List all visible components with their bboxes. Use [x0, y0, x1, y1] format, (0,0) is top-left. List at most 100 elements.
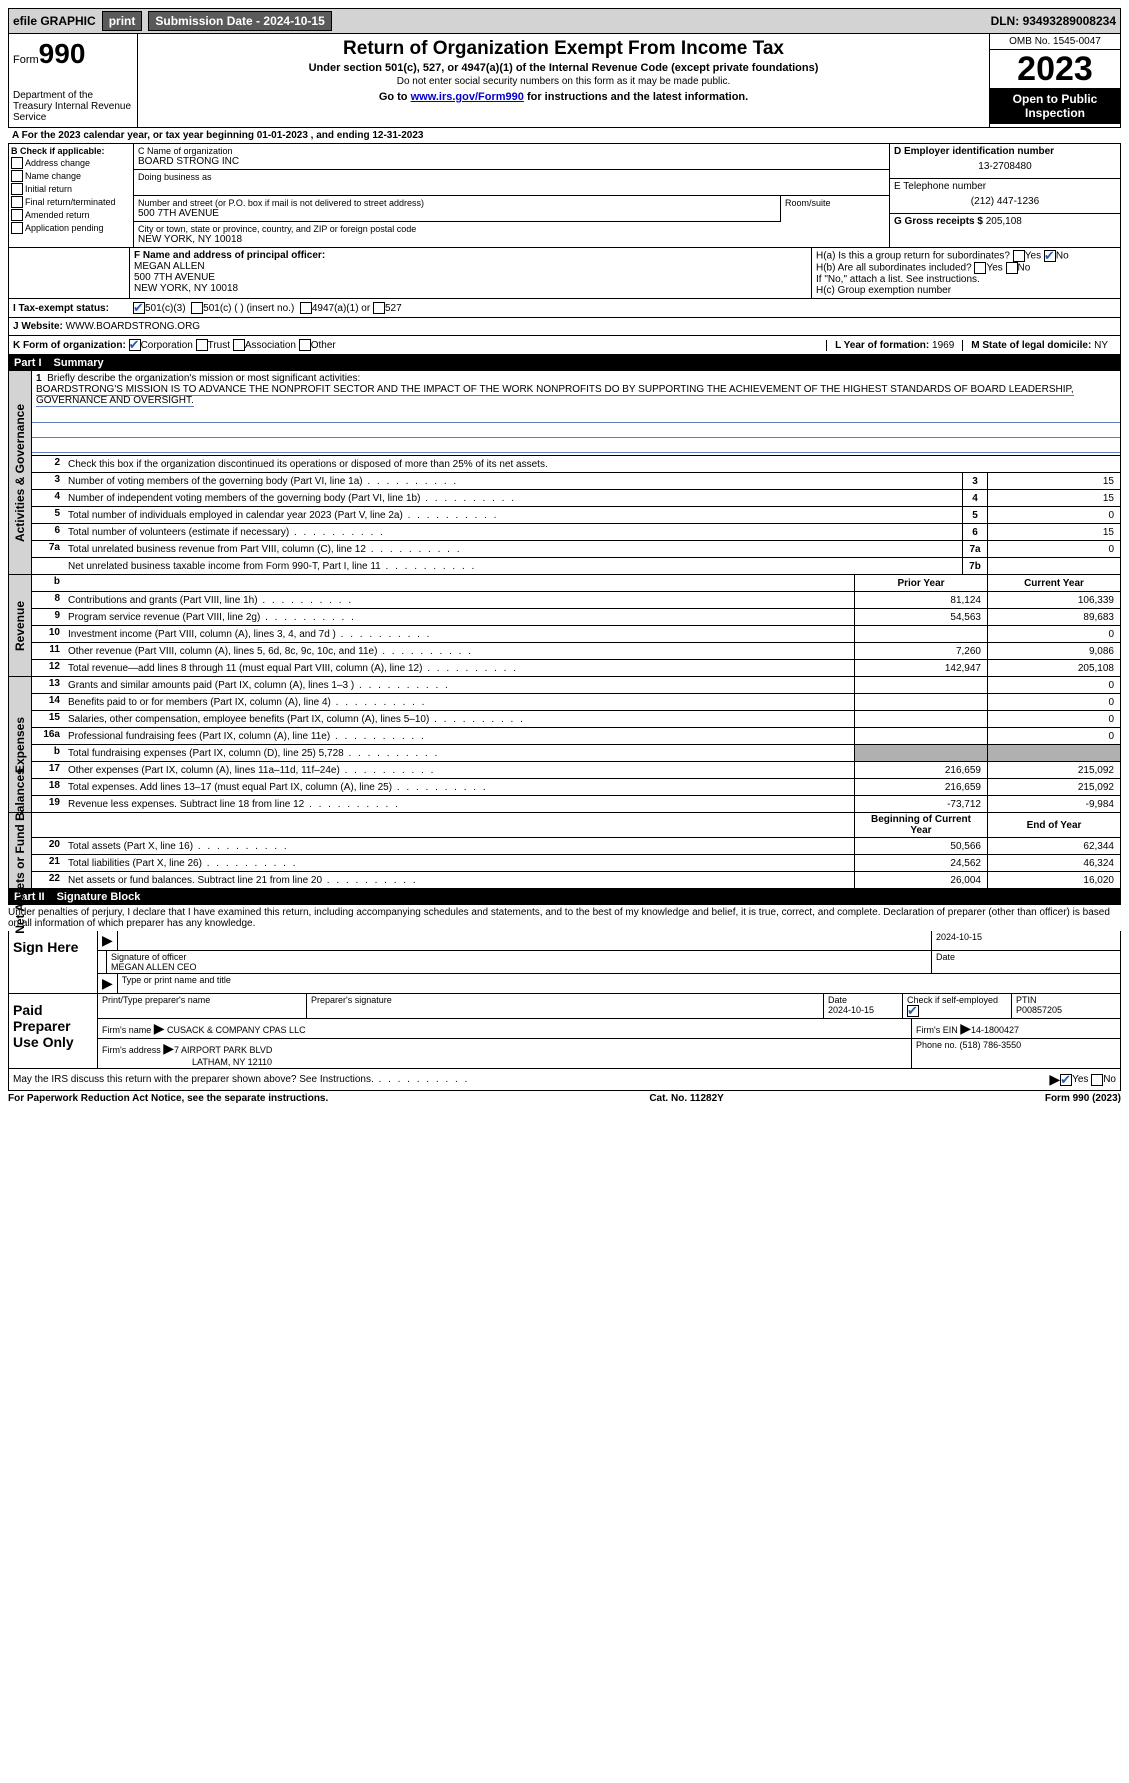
- line-12: 12 Total revenue—add lines 8 through 11 …: [32, 660, 1120, 676]
- line-18: 18 Total expenses. Add lines 13–17 (must…: [32, 779, 1120, 796]
- officer-name: MEGAN ALLEN: [134, 261, 807, 272]
- submission-date: Submission Date - 2024-10-15: [148, 11, 331, 31]
- association-checkbox[interactable]: [233, 339, 245, 351]
- line-15: 15 Salaries, other compensation, employe…: [32, 711, 1120, 728]
- discuss-no-checkbox[interactable]: [1091, 1074, 1103, 1086]
- 501c3-checkbox[interactable]: [133, 302, 145, 314]
- print-button[interactable]: print: [102, 11, 143, 31]
- a-line: A For the 2023 calendar year, or tax yea…: [8, 128, 1121, 144]
- line-9: 9 Program service revenue (Part VIII, li…: [32, 609, 1120, 626]
- ptin: P00857205: [1016, 1005, 1062, 1015]
- name-change-checkbox[interactable]: [11, 170, 23, 182]
- year-formation: 1969: [932, 340, 954, 351]
- form-subtitle: Under section 501(c), 527, or 4947(a)(1)…: [142, 62, 985, 74]
- firm-name: CUSACK & COMPANY CPAS LLC: [167, 1025, 306, 1035]
- self-employed-checkbox[interactable]: [907, 1005, 919, 1017]
- sign-here-section: Sign Here ▶ 2024-10-15 Signature of offi…: [8, 931, 1121, 994]
- line-19: 19 Revenue less expenses. Subtract line …: [32, 796, 1120, 812]
- line-22: 22 Net assets or fund balances. Subtract…: [32, 872, 1120, 888]
- firm-address-1: 7 AIRPORT PARK BLVD: [174, 1045, 272, 1055]
- form-number: 990: [39, 38, 86, 69]
- line-7a: 7a Total unrelated business revenue from…: [32, 541, 1120, 558]
- line-7b: Net unrelated business taxable income fr…: [32, 558, 1120, 574]
- form-header: Form990 Department of the Treasury Inter…: [8, 34, 1121, 128]
- gross-receipts: 205,108: [986, 216, 1022, 227]
- preparer-date: 2024-10-15: [828, 1005, 874, 1015]
- address-change-checkbox[interactable]: [11, 157, 23, 169]
- dba-label: Doing business as: [138, 172, 885, 182]
- org-name: BOARD STRONG INC: [138, 156, 885, 167]
- other-checkbox[interactable]: [299, 339, 311, 351]
- goto-text: Go to www.irs.gov/Form990 for instructio…: [142, 91, 985, 103]
- ha-yes-checkbox[interactable]: [1013, 250, 1025, 262]
- governance-section: Activities & Governance 1 Briefly descri…: [8, 371, 1121, 575]
- line-8: 8 Contributions and grants (Part VIII, l…: [32, 592, 1120, 609]
- section-f-h: F Name and address of principal officer:…: [8, 248, 1121, 299]
- trust-checkbox[interactable]: [196, 339, 208, 351]
- line-6: 6 Total number of volunteers (estimate i…: [32, 524, 1120, 541]
- hc-group-exemption: H(c) Group exemption number: [816, 285, 1116, 296]
- corporation-checkbox[interactable]: [129, 339, 141, 351]
- ha-no-checkbox[interactable]: [1044, 250, 1056, 262]
- mission-text: BOARDSTRONG'S MISSION IS TO ADVANCE THE …: [36, 384, 1074, 407]
- revenue-section: Revenue bPrior YearCurrent Year 8 Contri…: [8, 575, 1121, 677]
- line-4: 4 Number of independent voting members o…: [32, 490, 1120, 507]
- line-21: 21 Total liabilities (Part X, line 26) 2…: [32, 855, 1120, 872]
- sign-date: 2024-10-15: [932, 931, 1120, 950]
- initial-return-checkbox[interactable]: [11, 183, 23, 195]
- irs-link[interactable]: www.irs.gov/Form990: [411, 91, 524, 103]
- section-b-c-d: B Check if applicable: Address change Na…: [8, 144, 1121, 248]
- line-20: 20 Total assets (Part X, line 16) 50,566…: [32, 838, 1120, 855]
- line-13: 13 Grants and similar amounts paid (Part…: [32, 677, 1120, 694]
- officer-city: NEW YORK, NY 10018: [134, 283, 807, 294]
- footer: For Paperwork Reduction Act Notice, see …: [8, 1091, 1121, 1106]
- telephone: (212) 447-1236: [894, 192, 1116, 211]
- firm-ein: 14-1800427: [971, 1025, 1019, 1035]
- hb-no-checkbox[interactable]: [1006, 262, 1018, 274]
- line-11: 11 Other revenue (Part VIII, column (A),…: [32, 643, 1120, 660]
- line-b: b Total fundraising expenses (Part IX, c…: [32, 745, 1120, 762]
- expenses-section: Expenses 13 Grants and similar amounts p…: [8, 677, 1121, 813]
- 4947-checkbox[interactable]: [300, 302, 312, 314]
- line-3: 3 Number of voting members of the govern…: [32, 473, 1120, 490]
- final-return-checkbox[interactable]: [11, 196, 23, 208]
- 501c-checkbox[interactable]: [191, 302, 203, 314]
- state-domicile: NY: [1094, 340, 1108, 351]
- dept-label: Department of the Treasury Internal Reve…: [13, 90, 133, 123]
- 527-checkbox[interactable]: [373, 302, 385, 314]
- application-pending-checkbox[interactable]: [11, 222, 23, 234]
- efile-label: efile GRAPHIC: [13, 14, 96, 28]
- street-address: 500 7TH AVENUE: [138, 208, 776, 219]
- hb-yes-checkbox[interactable]: [974, 262, 986, 274]
- dln: DLN: 93493289008234: [991, 14, 1116, 28]
- officer-signature: MEGAN ALLEN CEO: [111, 962, 197, 972]
- perjury-text: Under penalties of perjury, I declare th…: [8, 905, 1121, 931]
- paid-preparer-section: Paid Preparer Use Only Print/Type prepar…: [8, 994, 1121, 1069]
- city-state-zip: NEW YORK, NY 10018: [138, 234, 885, 245]
- part-1-header: Part ISummary: [8, 355, 1121, 371]
- form-title: Return of Organization Exempt From Incom…: [142, 38, 985, 60]
- firm-address-2: LATHAM, NY 12110: [192, 1057, 272, 1067]
- discuss-yes-checkbox[interactable]: [1060, 1074, 1072, 1086]
- line-16a: 16a Professional fundraising fees (Part …: [32, 728, 1120, 745]
- form-note: Do not enter social security numbers on …: [142, 76, 985, 87]
- firm-phone: (518) 786-3550: [960, 1040, 1022, 1050]
- ein: 13-2708480: [894, 157, 1116, 176]
- amended-return-checkbox[interactable]: [11, 209, 23, 221]
- line-14: 14 Benefits paid to or for members (Part…: [32, 694, 1120, 711]
- topbar: efile GRAPHIC print Submission Date - 20…: [8, 8, 1121, 34]
- part-2-header: Part IISignature Block: [8, 889, 1121, 905]
- officer-street: 500 7TH AVENUE: [134, 272, 807, 283]
- website-url: WWW.BOARDSTRONG.ORG: [66, 321, 200, 332]
- section-i: I Tax-exempt status: 501(c)(3) 501(c) ( …: [8, 299, 1121, 318]
- section-k: K Form of organization: Corporation Trus…: [8, 336, 1121, 355]
- line-17: 17 Other expenses (Part IX, column (A), …: [32, 762, 1120, 779]
- check-applicable: B Check if applicable: Address change Na…: [9, 144, 134, 247]
- line-10: 10 Investment income (Part VIII, column …: [32, 626, 1120, 643]
- section-j: J Website: WWW.BOARDSTRONG.ORG: [8, 318, 1121, 336]
- line-5: 5 Total number of individuals employed i…: [32, 507, 1120, 524]
- tax-year: 2023: [990, 50, 1120, 88]
- form-prefix: Form: [13, 54, 39, 66]
- netassets-section: Net Assets or Fund Balances Beginning of…: [8, 813, 1121, 889]
- room-suite-label: Room/suite: [781, 196, 889, 222]
